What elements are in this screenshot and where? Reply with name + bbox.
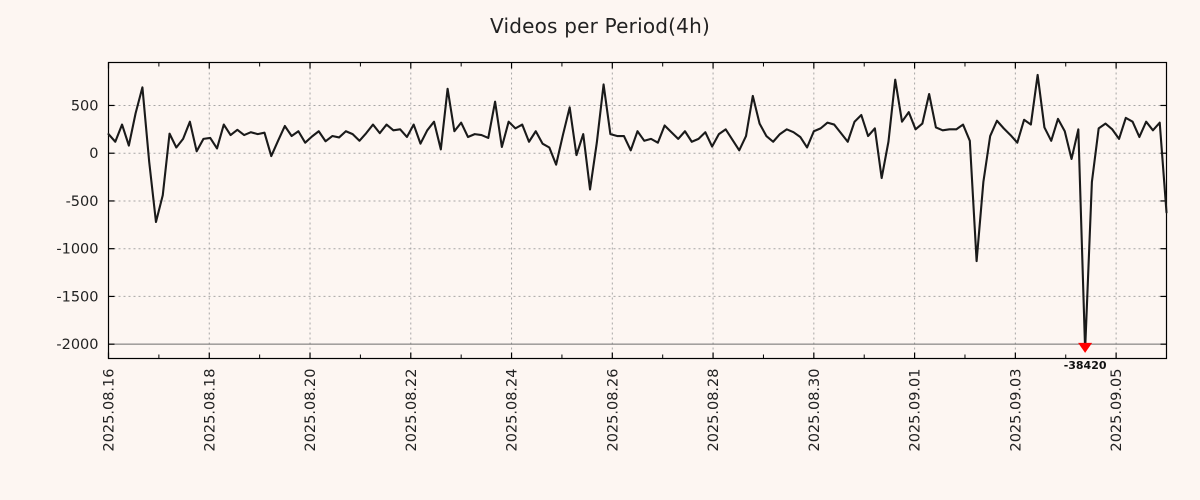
x-axis-tick-label: 2025.09.01 <box>908 369 924 452</box>
x-axis-tick-label: 2025.08.22 <box>404 369 420 452</box>
x-axis-tick-label: 2025.08.20 <box>303 369 319 452</box>
y-axis-tick-label: -2000 <box>56 337 98 353</box>
page-title: Videos per Period(4h) <box>490 14 710 38</box>
x-axis-tick-label: 2025.08.26 <box>605 369 621 452</box>
outlier-value-label: -38420 <box>1064 359 1107 372</box>
x-axis-tick-label: 2025.08.16 <box>102 369 118 452</box>
y-axis-ticks-group: 500 0 -500 -1000 -1500 -2000 <box>56 98 1167 353</box>
data-series-line <box>107 73 1168 351</box>
x-axis-ticks-group: 2025.08.16 2025.08.18 2025.08.20 2025.08.22… <box>102 62 1125 452</box>
plot-frame <box>107 61 1168 360</box>
outlier-marker-icon <box>1078 342 1093 353</box>
minor-ticks-group <box>158 62 1167 359</box>
x-axis-tick-label: 2025.08.18 <box>202 369 218 452</box>
y-axis-tick-label: 500 <box>71 98 99 114</box>
x-axis-tick-label: 2025.09.05 <box>1109 369 1125 452</box>
y-axis-tick-label: 0 <box>89 146 98 162</box>
annotations-group: -38420 <box>1064 342 1107 372</box>
y-axis-tick-label: -1500 <box>56 289 98 305</box>
x-axis-tick-label: 2025.08.30 <box>807 369 823 452</box>
gridlines-group <box>108 62 1167 359</box>
x-axis-tick-label: 2025.08.28 <box>706 369 722 452</box>
y-axis-tick-label: -500 <box>66 194 99 210</box>
x-axis-tick-label: 2025.08.24 <box>505 369 521 452</box>
x-axis-tick-label: 2025.09.03 <box>1008 369 1024 452</box>
y-axis-tick-label: -1000 <box>56 242 98 258</box>
